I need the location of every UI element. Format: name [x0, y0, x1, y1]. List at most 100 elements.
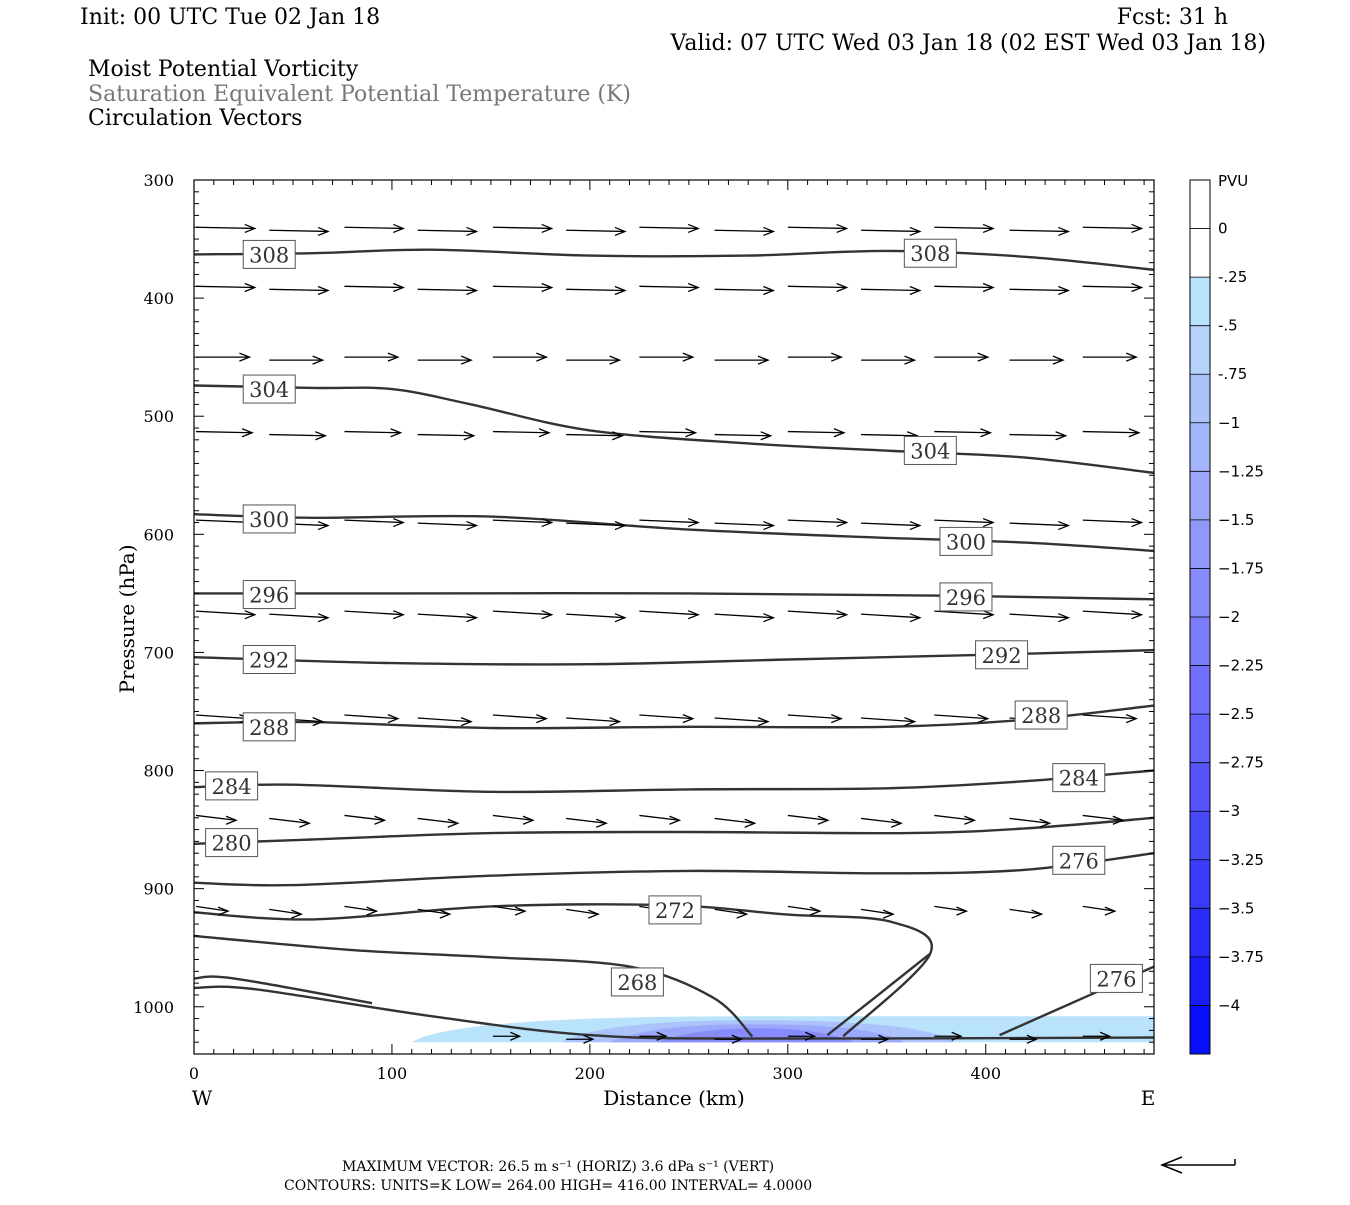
circulation-vector — [269, 908, 304, 919]
vector-head — [315, 431, 328, 441]
circulation-vector — [934, 428, 993, 438]
contour-label: 288 — [242, 712, 296, 742]
vector-head — [1058, 613, 1071, 623]
circulation-vector — [566, 520, 627, 531]
contour-label: 304 — [903, 435, 957, 465]
colorbar-swatch — [1190, 811, 1210, 861]
contour-label: 296 — [242, 580, 296, 610]
y-tick-label: 1000 — [133, 998, 174, 1017]
vector-shaft — [566, 717, 620, 723]
contour-label-box — [939, 526, 993, 556]
vector-shaft — [639, 519, 699, 524]
contour-304 — [193, 384, 1155, 475]
vector-head — [982, 282, 995, 293]
colorbar-label: −1.5 — [1218, 511, 1254, 529]
vector-shaft — [714, 288, 774, 292]
vector-head — [466, 613, 479, 623]
circulation-vector — [344, 714, 400, 724]
vector-head — [1058, 285, 1071, 296]
colorbar-swatch — [1190, 859, 1210, 909]
vector-head — [1128, 428, 1141, 438]
vector-head — [977, 714, 990, 724]
circulation-vector — [195, 814, 238, 825]
vector-head — [244, 610, 257, 620]
vector-shaft — [639, 430, 696, 434]
circulation-vector — [344, 610, 405, 620]
vector-head — [1125, 352, 1138, 362]
contour-label-box — [242, 504, 296, 534]
contour-label-box — [242, 239, 296, 269]
contour-label-box — [242, 645, 296, 675]
contour-272 — [826, 952, 932, 1037]
vector-head — [763, 285, 776, 296]
circulation-vector — [787, 428, 846, 438]
vector-head — [1131, 610, 1144, 620]
vector-head — [317, 285, 330, 296]
circulation-vector — [566, 226, 627, 237]
circulation-vector — [344, 428, 403, 438]
vector-shaft — [714, 613, 774, 619]
vector-head — [392, 517, 405, 528]
contour-label-box — [903, 435, 957, 465]
circulation-vector — [1082, 610, 1144, 620]
vector-head — [909, 613, 922, 623]
circulation-vector — [787, 714, 844, 724]
circulation-vector — [269, 226, 330, 237]
vector-head — [882, 909, 895, 919]
circulation-vector — [492, 905, 527, 916]
vector-head — [1099, 1031, 1112, 1041]
contour-276 — [193, 852, 1155, 887]
contour-label: 284 — [205, 771, 259, 801]
contour-label-text: 288 — [249, 716, 289, 740]
vector-shaft — [1009, 433, 1066, 437]
contour-label: 276 — [1052, 845, 1106, 875]
x-axis-label: Distance (km) — [603, 1086, 745, 1110]
vector-shaft — [1009, 288, 1069, 292]
circulation-vector — [934, 352, 990, 362]
x-tick-label: 100 — [377, 1064, 408, 1083]
vector-head — [669, 815, 682, 825]
vector-shaft — [787, 430, 844, 434]
circulation-vector — [195, 428, 254, 438]
vector-head — [687, 223, 700, 234]
circulation-vector — [1009, 285, 1071, 296]
x-tick-label: 400 — [970, 1064, 1001, 1083]
colorbar-label: 0 — [1218, 220, 1228, 238]
vector-head — [982, 517, 995, 528]
contour-308 — [193, 248, 1155, 271]
circulation-vector — [417, 613, 479, 623]
circulation-vector — [417, 717, 473, 727]
contour-label: 284 — [1052, 763, 1106, 793]
colorbar-label: -.5 — [1218, 317, 1238, 335]
vector-shaft — [1082, 226, 1142, 230]
colorbar-label: −2.75 — [1218, 754, 1264, 772]
vector-head — [392, 610, 405, 620]
contour-label-box — [1089, 963, 1143, 993]
vector-shaft — [861, 522, 920, 527]
vector-shaft — [566, 229, 625, 233]
y-tick-label: 800 — [143, 762, 174, 781]
vector-head — [731, 1034, 743, 1044]
vector-shaft — [861, 433, 918, 437]
vector-head — [541, 282, 554, 293]
field-title-mpv: Moist Potential Vorticity — [88, 57, 359, 82]
vector-shaft — [714, 817, 755, 824]
vector-head — [682, 714, 695, 724]
vector-head — [1112, 815, 1125, 825]
vector-head — [831, 352, 844, 362]
vector-shaft — [714, 717, 769, 723]
vector-shaft — [1009, 229, 1069, 233]
circulation-vector — [344, 352, 400, 362]
vector-head — [541, 223, 554, 234]
vector-shaft — [344, 430, 401, 434]
circulation-vector — [1009, 520, 1071, 531]
vector-head — [685, 428, 698, 438]
contour-label: 288 — [1014, 700, 1068, 730]
colorbar-label: −3 — [1218, 802, 1240, 820]
contour-label-box — [242, 374, 296, 404]
circulation-vector — [1082, 1031, 1112, 1041]
circulation-vector — [639, 282, 700, 293]
circulation-vector — [269, 285, 330, 296]
circulation-vector — [639, 428, 698, 438]
